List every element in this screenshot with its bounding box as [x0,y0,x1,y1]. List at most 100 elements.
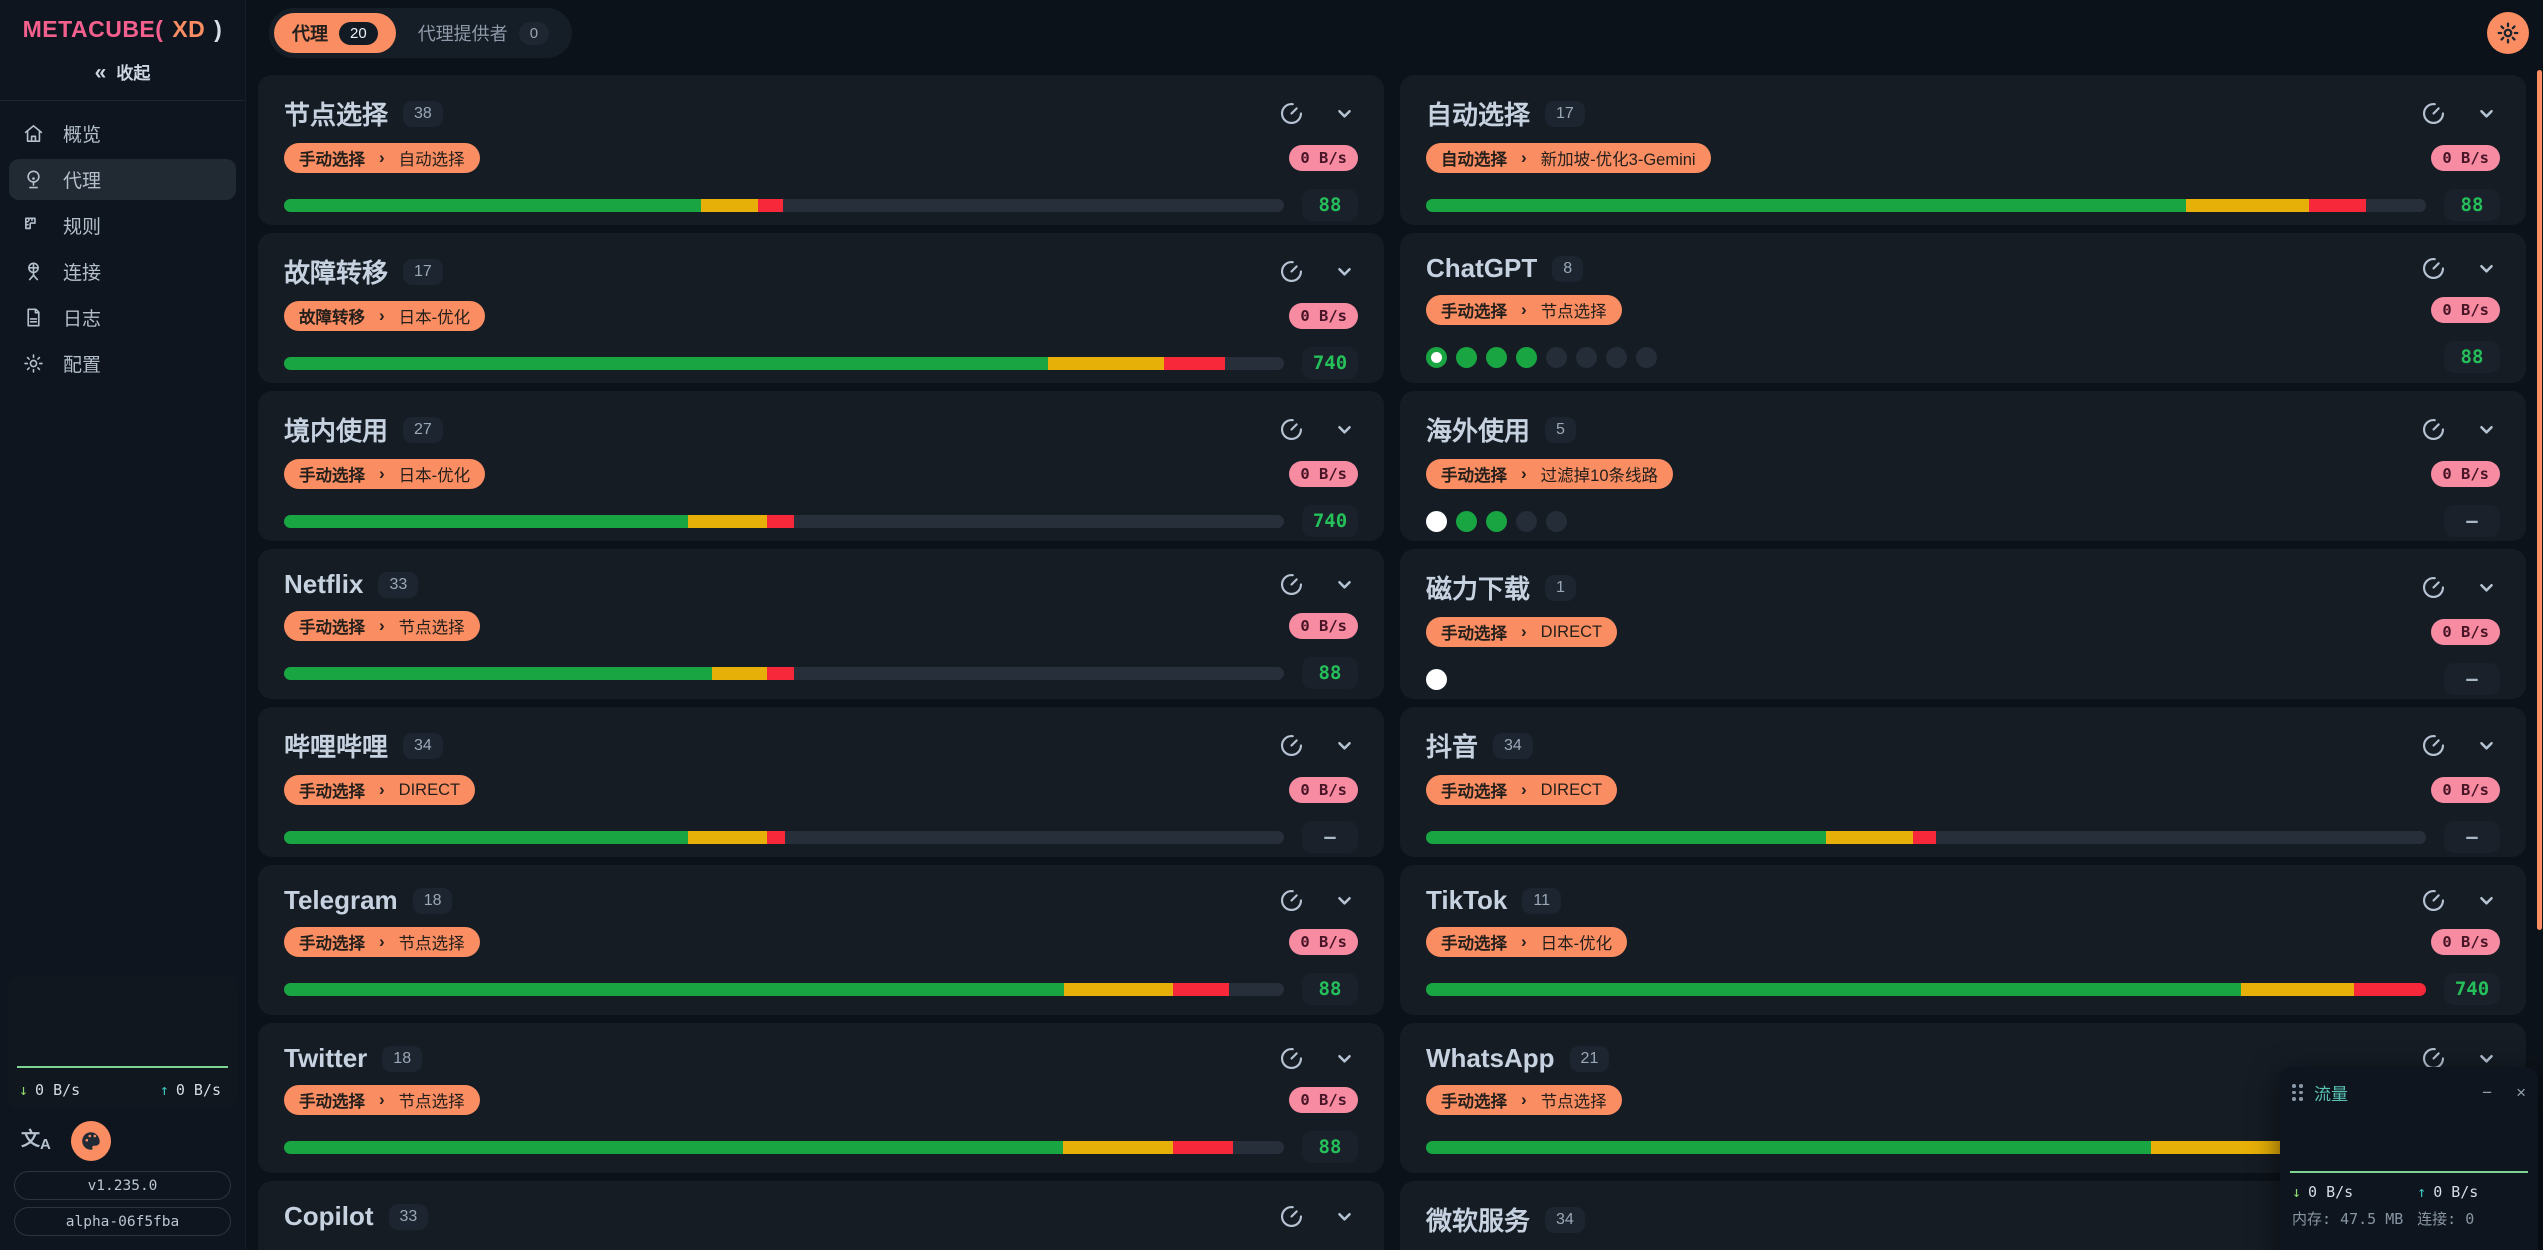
latency-test-icon[interactable] [2420,255,2447,282]
speed-badge: 0 B/s [2431,145,2500,171]
group-title: 自动选择 [1426,100,1531,130]
group-status-row: 88 [1426,188,2500,222]
group-selector-row: 手动选择 › 节点选择 [1426,1085,2500,1115]
selected-node-name: DIRECT [1540,622,1603,641]
latency-test-icon[interactable] [1278,571,1305,598]
chevron-down-icon[interactable] [2473,887,2500,914]
chevron-down-icon[interactable] [1331,1045,1358,1072]
chevron-right-icon: › [379,306,385,325]
speed-badge: 0 B/s [1289,929,1358,955]
chevron-down-icon[interactable] [1331,1203,1358,1230]
group-header: 抖音 34 [1426,707,2500,764]
chevron-right-icon: › [379,1090,385,1109]
group-status-row: 88 [284,656,1358,690]
latency-test-icon[interactable] [2420,732,2447,759]
proxy-group-card: ChatGPT 8 手动选择 › 节点选择 0 B/s 88 [1400,233,2526,383]
chevron-down-icon[interactable] [2473,1045,2500,1072]
selector-tag[interactable]: 手动选择 › 节点选择 [284,927,480,957]
selector-tag[interactable]: 故障转移 › 日本-优化 [284,301,486,331]
group-count-badge: 17 [1545,100,1585,127]
selector-group-name: 手动选择 [1441,1093,1507,1111]
selected-node-name: 节点选择 [398,935,465,953]
latency-test-icon[interactable] [2420,887,2447,914]
selector-tag[interactable]: 手动选择 › 自动选择 [284,143,480,173]
selector-tag[interactable]: 手动选择 › DIRECT [1426,775,1618,805]
chevron-right-icon: › [379,464,385,483]
latency-badge: 740 [2444,973,2500,1005]
selector-tag[interactable]: 手动选择 › 过滤掉10条线路 [1426,459,1674,489]
latency-test-icon[interactable] [1278,732,1305,759]
latency-test-icon[interactable] [2420,574,2447,601]
speed-badge: 0 B/s [1289,1087,1358,1113]
group-selector-row: 手动选择 › DIRECT 0 B/s [1426,775,2500,805]
sidebar-item-proxies[interactable]: 代理 [9,159,236,200]
drag-handle-icon[interactable] [2292,1084,2303,1101]
logo-part-orange: XD [172,16,206,42]
group-title: 境内使用 [284,416,389,446]
latency-test-icon[interactable] [1278,1045,1305,1072]
selector-tag[interactable]: 手动选择 › 节点选择 [284,1085,480,1115]
selector-tag[interactable]: 手动选择 › 节点选择 [1426,295,1622,325]
group-selector-row: 手动选择 › 过滤掉10条线路 0 B/s [1426,459,2500,489]
tab-proxy-providers[interactable]: 代理提供者 0 [400,13,567,53]
selector-tag[interactable]: 自动选择 › 新加坡-优化3-Gemini [1426,143,1711,173]
latency-test-icon[interactable] [1278,258,1305,285]
selector-tag[interactable]: 手动选择 › 节点选择 [1426,1085,1622,1115]
theme-button[interactable] [70,1121,111,1161]
ui-version-button[interactable]: alpha-06f5fba [14,1207,231,1236]
chevron-down-icon[interactable] [2473,100,2500,127]
sidebar-item-logs[interactable]: 日志 [9,297,236,338]
latency-test-icon[interactable] [1278,100,1305,127]
tab-proxies[interactable]: 代理 20 [274,13,396,53]
collapse-sidebar-button[interactable]: « 收起 [0,59,245,85]
node-dots [1426,668,2426,690]
group-count-badge: 1 [1545,574,1576,601]
core-version-label: v1.235.0 [87,1177,158,1194]
topbar: 代理 20 代理提供者 0 [247,0,2543,66]
group-actions [1278,1045,1358,1072]
selector-tag[interactable]: 手动选择 › 节点选择 [284,611,480,641]
sidebar-item-overview[interactable]: 概览 [9,113,236,154]
connections-stat: 连接: 0 [2417,1210,2475,1228]
latency-test-icon[interactable] [2420,416,2447,443]
selector-tag[interactable]: 手动选择 › DIRECT [1426,617,1618,647]
sidebar: METACUBE( XD ) « 收起 概览 代理 规则 连接 日志 配置 [0,0,246,1250]
chevron-down-icon[interactable] [1331,732,1358,759]
sidebar-item-rules[interactable]: 规则 [9,205,236,246]
selector-group-name: 故障转移 [299,309,365,327]
group-selector-row: 手动选择 › DIRECT 0 B/s [1426,617,2500,647]
close-icon[interactable]: × [2516,1082,2526,1102]
latency-badge: — [2444,663,2500,695]
chevron-down-icon[interactable] [1331,571,1358,598]
group-selector-row: 手动选择 › 日本-优化 0 B/s [1426,927,2500,957]
selector-tag[interactable]: 手动选择 › 日本-优化 [284,459,486,489]
group-title: 海外使用 [1426,416,1531,446]
sidebar-item-connections[interactable]: 连接 [9,251,236,292]
chevron-down-icon[interactable] [2473,732,2500,759]
chevron-down-icon[interactable] [2473,574,2500,601]
node-dot [1426,346,1447,368]
selector-tag[interactable]: 手动选择 › DIRECT [284,775,476,805]
node-dot [1546,510,1567,532]
language-icon[interactable]: 文A [21,1129,51,1153]
latency-test-icon[interactable] [1278,1203,1305,1230]
selector-group-name: 手动选择 [299,467,365,485]
chevron-right-icon: › [1521,300,1527,319]
latency-test-icon[interactable] [1278,887,1305,914]
core-version-button[interactable]: v1.235.0 [14,1171,231,1200]
chevron-down-icon[interactable] [2473,416,2500,443]
chevron-down-icon[interactable] [1331,887,1358,914]
chevron-down-icon[interactable] [1331,416,1358,443]
latency-test-icon[interactable] [1278,416,1305,443]
minimize-icon[interactable]: − [2482,1082,2493,1102]
chevron-down-icon[interactable] [1331,100,1358,127]
sidebar-item-config[interactable]: 配置 [9,343,236,384]
chevron-down-icon[interactable] [2473,255,2500,282]
selector-tag[interactable]: 手动选择 › 日本-优化 [1426,927,1628,957]
proxy-settings-button[interactable] [2487,12,2529,54]
group-title: 抖音 [1426,732,1479,762]
scrollbar-thumb[interactable] [2537,70,2542,930]
latency-test-icon[interactable] [2420,100,2447,127]
latency-distribution-bar [284,198,1284,212]
chevron-down-icon[interactable] [1331,258,1358,285]
